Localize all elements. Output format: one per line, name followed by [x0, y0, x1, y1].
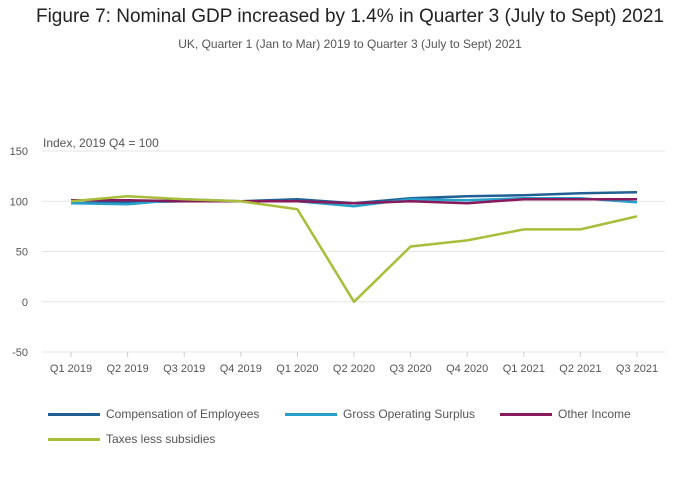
x-tick-label: Q3 2020 — [389, 363, 431, 375]
y-tick-label: 150 — [10, 146, 28, 158]
chart-title: Figure 7: Nominal GDP increased by 1.4% … — [35, 6, 664, 27]
y-tick-labels: 150 100 50 0 -50 — [10, 146, 28, 359]
series-line-4 — [70, 194, 638, 304]
x-tick-label: Q4 2020 — [446, 363, 488, 375]
y-tick-label: 0 — [22, 297, 28, 309]
legend-item: Other Income — [500, 407, 631, 421]
legend-label: Taxes less subsidies — [106, 432, 216, 446]
legend-item: Taxes less subsidies — [48, 432, 215, 446]
y-tick-label: 100 — [10, 196, 28, 208]
x-tick-label: Q1 2021 — [503, 363, 545, 375]
x-tick-label: Q4 2019 — [220, 363, 262, 375]
legend-item: Compensation of Employees — [48, 407, 259, 421]
y-axis-label: Index, 2019 Q4 = 100 — [43, 136, 159, 150]
x-tick-label: Q3 2019 — [163, 363, 205, 375]
legend-label: Other Income — [558, 407, 631, 421]
x-tick-labels: Q1 2019 Q2 2019 Q3 2019 Q4 2019 Q1 2020 Q2 20… — [50, 352, 658, 375]
line-chart: 150 100 50 0 -50 Q1 2019 Q2 2019 Q3 2019 Q4 201… — [10, 136, 665, 375]
legend-label: Compensation of Employees — [106, 407, 260, 421]
series-line-3 — [71, 197, 637, 205]
y-tick-label: 50 — [16, 247, 28, 259]
legend-swatch — [48, 412, 100, 416]
x-tick-label: Q3 2021 — [616, 363, 658, 375]
gridlines — [42, 150, 665, 353]
legend-swatch — [48, 437, 100, 441]
x-tick-label: Q1 2020 — [276, 363, 318, 375]
series-lines — [70, 190, 638, 304]
legend-label: Gross Operating Surplus — [343, 407, 476, 421]
legend-item: Gross Operating Surplus — [285, 407, 475, 421]
x-tick-label: Q2 2019 — [106, 363, 148, 375]
legend-swatch — [285, 412, 337, 416]
x-tick-label: Q1 2019 — [50, 363, 92, 375]
x-tick-label: Q2 2020 — [333, 363, 375, 375]
x-tick-label: Q2 2021 — [559, 363, 601, 375]
chart-subtitle: UK, Quarter 1 (Jan to Mar) 2019 to Quart… — [178, 37, 522, 51]
y-tick-label: -50 — [12, 347, 28, 359]
legend-swatch — [500, 412, 552, 416]
